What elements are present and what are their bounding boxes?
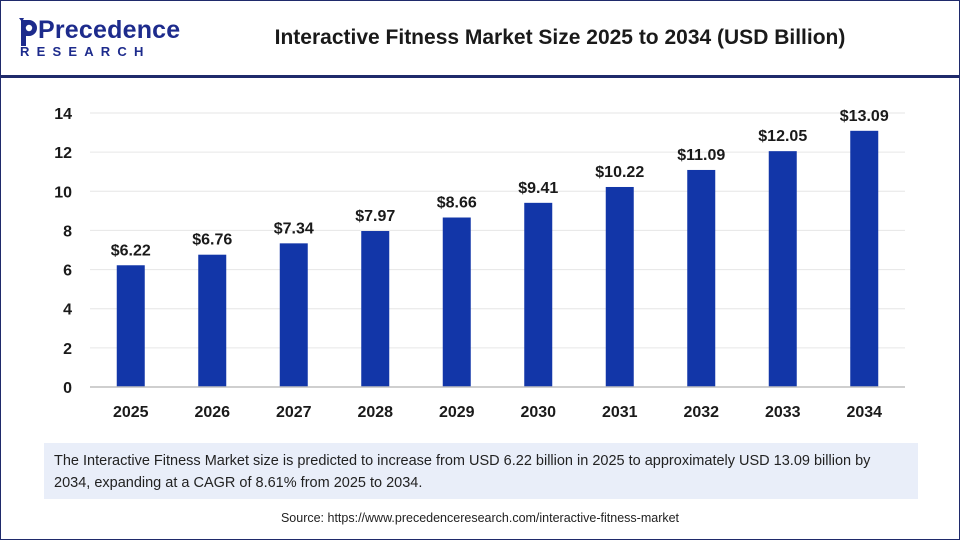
chart-title: Interactive Fitness Market Size 2025 to … xyxy=(274,26,846,49)
y-tick-label: 4 xyxy=(63,302,72,319)
y-tick-label: 0 xyxy=(63,380,72,397)
header: Precedence RESEARCH Interactive Fitness … xyxy=(0,0,960,78)
x-tick-label: 2025 xyxy=(113,404,149,421)
data-label: $11.09 xyxy=(677,147,725,164)
logo-subtitle: RESEARCH xyxy=(20,44,151,59)
data-label: $13.09 xyxy=(840,108,889,125)
x-tick-label: 2030 xyxy=(520,404,556,421)
y-tick-label: 12 xyxy=(54,145,72,162)
data-label: $12.05 xyxy=(758,128,807,145)
x-axis-ticks: 2025 2026 2027 2028 2029 2030 2031 2032 2033 2034 xyxy=(113,404,882,421)
bar-2028 xyxy=(361,231,390,387)
data-label: $9.41 xyxy=(518,180,558,197)
precedence-research-logo: Precedence RESEARCH xyxy=(18,16,180,64)
bar-2027 xyxy=(279,243,308,387)
bar-chart: 0 2 4 6 8 10 12 14 $6.22 $6.76 $7.34 $7.97 $8.66 $9.… xyxy=(54,106,905,421)
bar-2026 xyxy=(198,254,227,387)
x-tick-label: 2028 xyxy=(357,404,393,421)
x-tick-label: 2031 xyxy=(602,404,638,421)
data-label: $8.66 xyxy=(437,195,477,212)
data-label: $10.22 xyxy=(595,164,644,181)
x-tick-label: 2029 xyxy=(439,404,475,421)
y-tick-label: 2 xyxy=(63,341,72,358)
logo-name: Precedence xyxy=(38,16,181,44)
data-label: $6.76 xyxy=(192,232,232,249)
bar-2033 xyxy=(768,151,797,387)
bar-2034 xyxy=(850,130,879,387)
y-tick-label: 10 xyxy=(54,184,72,201)
data-label: $7.97 xyxy=(355,208,395,225)
x-tick-label: 2026 xyxy=(194,404,230,421)
source-citation: Source: https://www.precedenceresearch.c… xyxy=(280,511,680,525)
bar-2031 xyxy=(605,186,634,387)
y-tick-label: 14 xyxy=(54,106,72,123)
data-label: $7.34 xyxy=(274,220,314,237)
summary-note: The Interactive Fitness Market size is p… xyxy=(44,443,918,499)
y-tick-label: 8 xyxy=(63,223,72,240)
bars xyxy=(116,130,879,387)
bar-2029 xyxy=(442,217,471,387)
y-axis-ticks: 0 2 4 6 8 10 12 14 xyxy=(54,106,72,397)
x-tick-label: 2034 xyxy=(846,404,882,421)
x-tick-label: 2032 xyxy=(683,404,719,421)
x-tick-label: 2033 xyxy=(765,404,801,421)
bar-2025 xyxy=(116,265,145,387)
x-tick-label: 2027 xyxy=(276,404,312,421)
bar-2030 xyxy=(524,202,553,387)
y-tick-label: 6 xyxy=(63,263,72,280)
bar-2032 xyxy=(687,169,716,387)
data-labels: $6.22 $6.76 $7.34 $7.97 $8.66 $9.41 $10.22 $11.… xyxy=(111,108,889,259)
data-label: $6.22 xyxy=(111,242,151,259)
logo-p-icon xyxy=(19,18,37,46)
